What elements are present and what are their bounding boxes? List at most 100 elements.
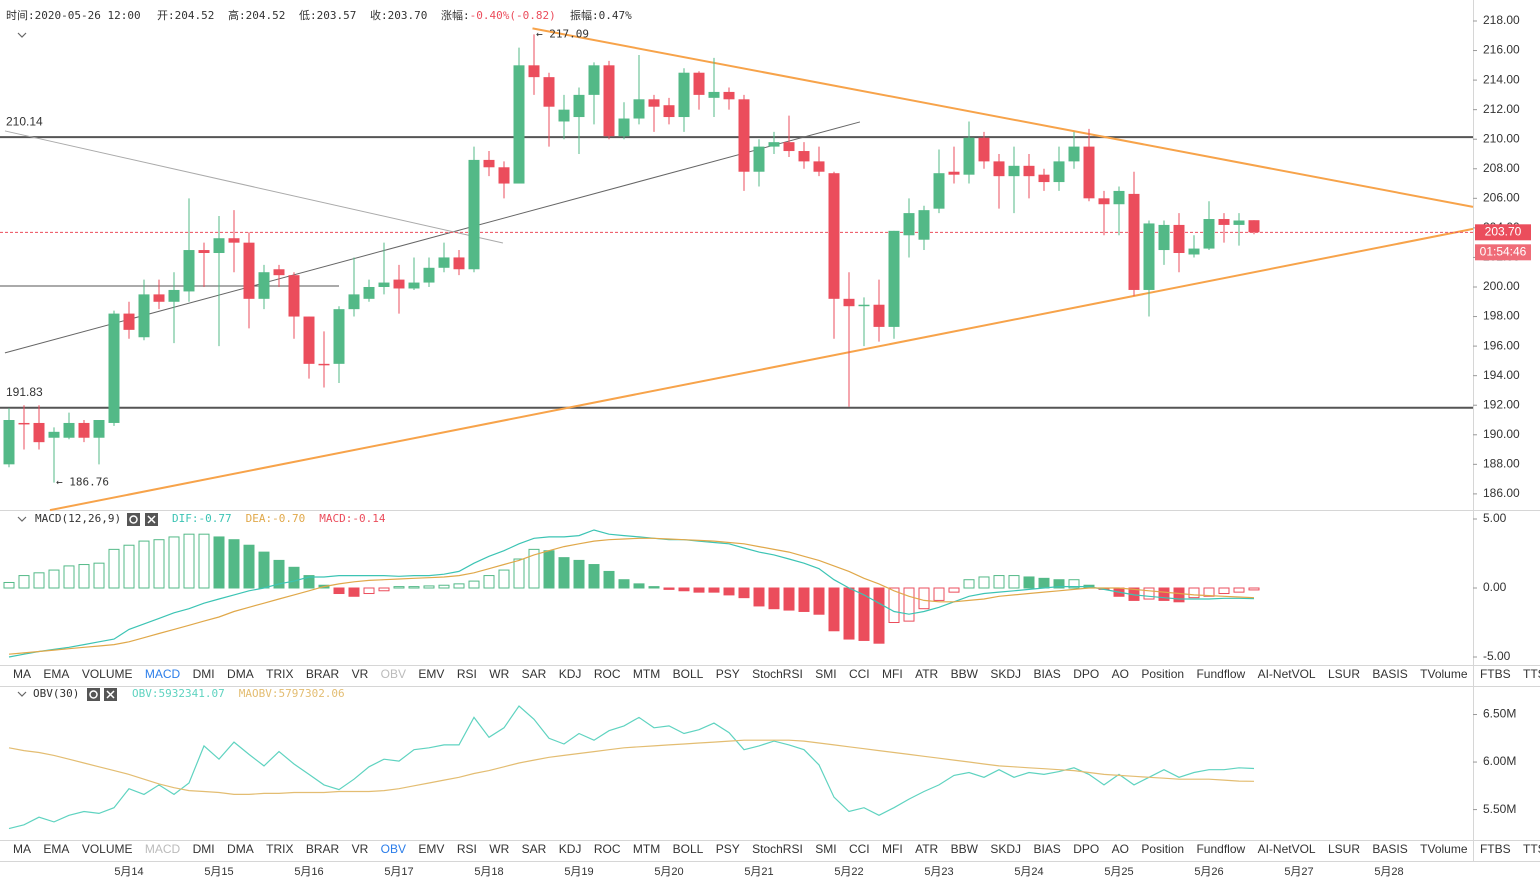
- indicator-tab[interactable]: Position: [1141, 667, 1184, 681]
- obv-close-icon[interactable]: [104, 688, 117, 701]
- collapse-chevron[interactable]: [17, 516, 27, 522]
- indicator-tab[interactable]: DMA: [227, 667, 254, 681]
- macd-bar: [1203, 587, 1215, 597]
- x-tick-label: 5月17: [384, 866, 413, 878]
- indicator-tab[interactable]: SMI: [815, 842, 836, 856]
- indicator-tab[interactable]: ATR: [915, 667, 938, 681]
- indicator-tab[interactable]: SKDJ: [990, 842, 1021, 856]
- candle-body: [528, 65, 540, 78]
- indicator-tab[interactable]: MA: [13, 667, 31, 681]
- macd-bar: [798, 587, 810, 612]
- indicator-tab[interactable]: RSI: [457, 842, 477, 856]
- indicator-tab[interactable]: VR: [352, 842, 369, 856]
- indicator-tab[interactable]: FTBS: [1480, 842, 1511, 856]
- collapse-chevron[interactable]: [17, 691, 27, 697]
- indicator-tab[interactable]: DPO: [1073, 842, 1099, 856]
- indicator-tab[interactable]: KDJ: [559, 667, 582, 681]
- indicator-tab[interactable]: BBW: [951, 842, 979, 856]
- indicator-tab[interactable]: PSY: [716, 842, 740, 856]
- indicator-tab[interactable]: DMI: [193, 667, 215, 681]
- indicator-tab[interactable]: AI-NetVOL: [1258, 842, 1316, 856]
- indicator-tab[interactable]: EMV: [418, 667, 444, 681]
- indicator-tab[interactable]: PSY: [716, 667, 740, 681]
- indicator-tab[interactable]: FTBS: [1480, 667, 1511, 681]
- indicator-tab[interactable]: MA: [13, 842, 31, 856]
- indicator-tab[interactable]: TTSI: [1523, 667, 1540, 681]
- indicator-tab[interactable]: TRIX: [266, 842, 293, 856]
- indicator-tab[interactable]: CCI: [849, 842, 870, 856]
- indicator-tab[interactable]: BRAR: [306, 842, 340, 856]
- indicator-tab[interactable]: MACD: [145, 667, 181, 681]
- indicator-tab[interactable]: EMA: [43, 667, 69, 681]
- indicator-tab[interactable]: BASIS: [1372, 842, 1407, 856]
- indicator-tab[interactable]: Fundflow: [1196, 667, 1245, 681]
- indicator-tab[interactable]: Fundflow: [1196, 842, 1245, 856]
- indicator-tab[interactable]: TTSI: [1523, 842, 1540, 856]
- indicator-tab[interactable]: TVolume: [1420, 842, 1468, 856]
- indicator-tab[interactable]: ATR: [915, 842, 938, 856]
- header-value: 203.70: [388, 9, 428, 22]
- indicator-tab[interactable]: MACD: [145, 842, 181, 856]
- indicator-tab[interactable]: VR: [352, 667, 369, 681]
- macd-close-icon[interactable]: [145, 513, 158, 526]
- indicator-tab[interactable]: WR: [489, 667, 509, 681]
- series-line: [8, 537, 1255, 655]
- indicator-tab[interactable]: DMA: [227, 842, 254, 856]
- indicator-tab[interactable]: TVolume: [1420, 667, 1468, 681]
- x-tick-label: 5月24: [1014, 866, 1043, 878]
- indicator-tab[interactable]: SAR: [522, 667, 547, 681]
- indicator-tab[interactable]: EMA: [43, 842, 69, 856]
- macd-bar: [1158, 587, 1170, 601]
- indicator-tab[interactable]: Position: [1141, 842, 1184, 856]
- indicator-tab[interactable]: AO: [1112, 667, 1129, 681]
- macd-bar: [1188, 587, 1200, 599]
- indicator-tab[interactable]: BOLL: [673, 667, 704, 681]
- collapse-chevron[interactable]: [17, 32, 27, 38]
- indicator-tab[interactable]: SMI: [815, 667, 836, 681]
- indicator-tab[interactable]: ROC: [594, 667, 621, 681]
- candle-body: [1173, 224, 1185, 254]
- indicator-tab[interactable]: BIAS: [1033, 667, 1060, 681]
- indicator-tab[interactable]: BBW: [951, 667, 979, 681]
- indicator-tab[interactable]: ROC: [594, 842, 621, 856]
- candle-body: [1203, 219, 1215, 249]
- candle-body: [1113, 190, 1125, 205]
- indicator-tab[interactable]: BRAR: [306, 667, 340, 681]
- indicator-tab[interactable]: AO: [1112, 842, 1129, 856]
- indicator-tab[interactable]: DPO: [1073, 667, 1099, 681]
- indicator-tab[interactable]: EMV: [418, 842, 444, 856]
- indicator-tab[interactable]: LSUR: [1328, 842, 1360, 856]
- indicator-tab[interactable]: BOLL: [673, 842, 704, 856]
- candle-body: [768, 142, 780, 147]
- indicator-tab[interactable]: BASIS: [1372, 667, 1407, 681]
- x-tick-label: 5月14: [114, 866, 143, 878]
- macd-bar: [918, 587, 930, 610]
- indicator-tab[interactable]: MFI: [882, 667, 903, 681]
- indicator-tab[interactable]: MFI: [882, 842, 903, 856]
- indicator-tab[interactable]: LSUR: [1328, 667, 1360, 681]
- indicator-tab[interactable]: StochRSI: [752, 667, 803, 681]
- candle-body: [1248, 220, 1260, 233]
- indicator-tab[interactable]: CCI: [849, 667, 870, 681]
- indicator-tab[interactable]: RSI: [457, 667, 477, 681]
- indicator-tab[interactable]: BIAS: [1033, 842, 1060, 856]
- indicator-tab[interactable]: OBV: [381, 667, 406, 681]
- indicator-tab[interactable]: TRIX: [266, 667, 293, 681]
- indicator-tab[interactable]: SAR: [522, 842, 547, 856]
- candle-body: [318, 363, 330, 366]
- indicator-tab[interactable]: VOLUME: [82, 667, 133, 681]
- indicator-tab[interactable]: SKDJ: [990, 667, 1021, 681]
- macd-bar: [693, 587, 705, 593]
- obv-settings-icon[interactable]: [87, 688, 100, 701]
- macd-settings-icon[interactable]: [127, 513, 140, 526]
- indicator-tab[interactable]: StochRSI: [752, 842, 803, 856]
- indicator-tab[interactable]: KDJ: [559, 842, 582, 856]
- indicator-tab[interactable]: AI-NetVOL: [1258, 667, 1316, 681]
- indicator-tab[interactable]: VOLUME: [82, 842, 133, 856]
- indicator-tab[interactable]: DMI: [193, 842, 215, 856]
- macd-bar: [33, 572, 45, 589]
- indicator-tab[interactable]: OBV: [381, 842, 406, 856]
- indicator-tab[interactable]: MTM: [633, 842, 660, 856]
- indicator-tab[interactable]: MTM: [633, 667, 660, 681]
- indicator-tab[interactable]: WR: [489, 842, 509, 856]
